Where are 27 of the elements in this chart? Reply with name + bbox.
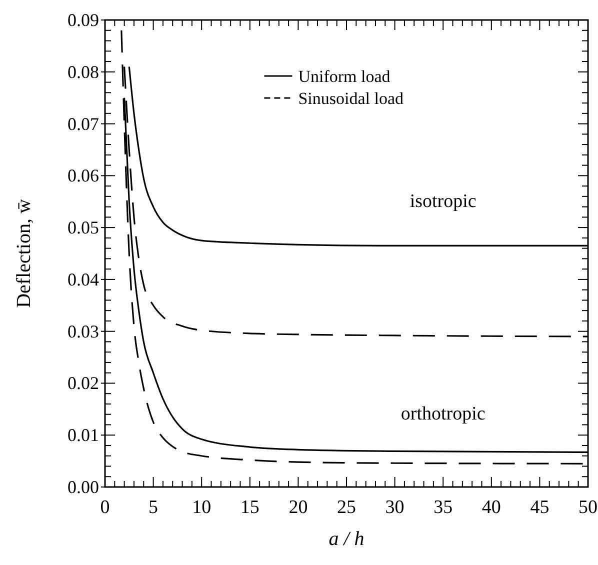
y-tick-label: 0.06 (68, 166, 99, 186)
x-tick-label: 0 (100, 497, 110, 518)
legend-label: Uniform load (298, 67, 391, 86)
annotation: isotropic (410, 190, 476, 212)
x-tick-label: 10 (192, 497, 212, 518)
x-tick-label: 40 (482, 497, 501, 518)
y-tick-label: 0.08 (68, 62, 99, 82)
x-tick-label: 45 (530, 497, 550, 518)
y-tick-label: 0.05 (68, 218, 99, 238)
y-tick-label: 0.00 (68, 477, 99, 497)
y-tick-label: 0.07 (68, 114, 99, 134)
x-tick-label: 5 (148, 497, 158, 518)
x-tick-label: 30 (385, 497, 404, 518)
x-tick-label: 35 (434, 497, 453, 518)
x-tick-label: 20 (288, 497, 308, 518)
y-tick-label: 0.01 (68, 425, 99, 446)
y-tick-label: 0.04 (68, 269, 99, 290)
x-axis-title: a / h (328, 528, 364, 550)
y-tick-label: 0.09 (68, 10, 99, 30)
x-tick-label: 25 (337, 497, 356, 518)
y-tick-label: 0.03 (68, 321, 99, 342)
annotation: orthotropic (400, 403, 486, 424)
x-tick-label: 15 (240, 497, 260, 518)
legend-label: Sinusoidal load (298, 89, 404, 108)
x-tick-label: 50 (578, 497, 598, 518)
y-axis-title: Deflection, w̄ (13, 198, 35, 308)
y-tick-label: 0.02 (68, 373, 99, 394)
